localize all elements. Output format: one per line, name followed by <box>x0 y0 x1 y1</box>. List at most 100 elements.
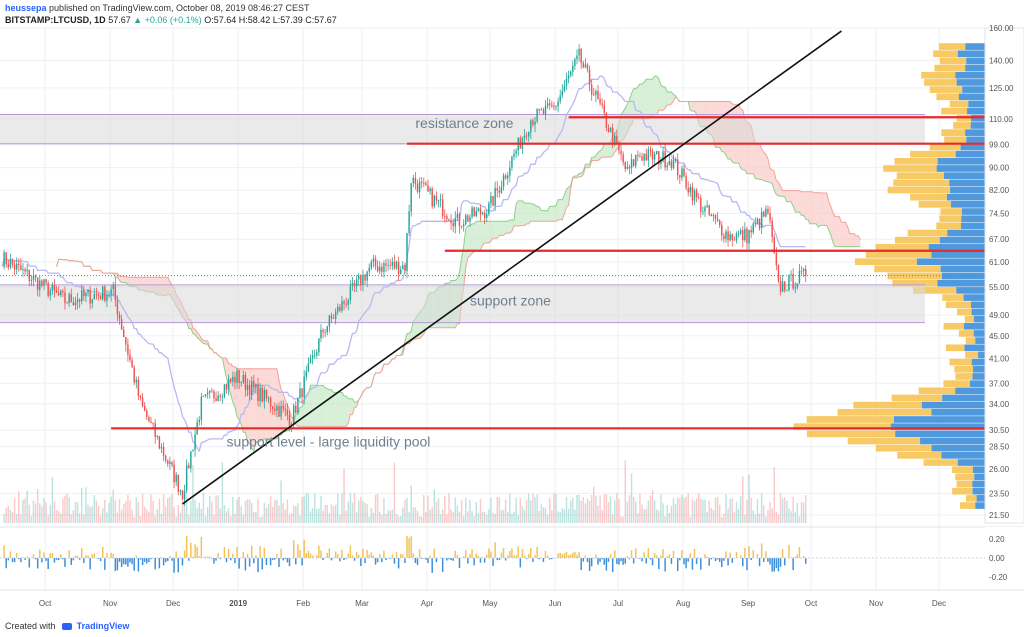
volume-bar <box>475 501 477 523</box>
volume-bar <box>179 512 182 523</box>
volume-bar <box>580 500 582 523</box>
oscillator-bar <box>567 555 570 558</box>
vp-row-sell <box>966 136 985 144</box>
candle-body <box>444 216 446 217</box>
volume-bar <box>660 494 662 523</box>
vp-row-buy <box>958 330 974 337</box>
volume-bar <box>465 497 467 523</box>
candle-body <box>679 175 681 178</box>
volume-bar <box>773 467 775 523</box>
candle-body <box>525 135 528 137</box>
oscillator-bar <box>389 558 391 559</box>
volume-bar <box>39 503 41 523</box>
candle-body <box>721 224 723 236</box>
oscillator-bar <box>643 552 645 558</box>
cloud-segment <box>828 201 831 236</box>
vp-row-buy <box>956 480 973 488</box>
price-chart[interactable]: 110.7799.3263.8830.7357.67 resistance zo… <box>0 0 1024 617</box>
oscillator-bar <box>727 558 729 566</box>
volume-bar <box>448 493 450 523</box>
volume-bar <box>444 495 446 523</box>
vp-row-buy <box>874 265 941 273</box>
vp-row-buy <box>883 165 937 172</box>
candle-body <box>257 384 259 402</box>
volume-bar <box>511 513 513 523</box>
candle-body <box>626 166 629 169</box>
vp-row-sell <box>966 57 985 65</box>
candle-body <box>374 258 377 267</box>
cloud-segment <box>503 221 506 236</box>
oscillator-bar <box>639 558 641 559</box>
vp-row-sell <box>963 294 985 301</box>
oscillator-bar <box>511 548 513 558</box>
oscillator-bar <box>246 553 249 558</box>
volume-bar <box>555 493 557 523</box>
candle-body <box>43 279 45 286</box>
oscillator-bar <box>169 555 171 558</box>
volume-bar <box>49 504 51 523</box>
cloud-segment <box>644 79 647 119</box>
candle-body <box>307 363 310 372</box>
volume-bar <box>800 501 803 523</box>
oscillator-bar <box>295 558 297 565</box>
volume-bar <box>647 500 650 523</box>
vp-row-buy <box>943 380 970 387</box>
candle-body <box>152 422 154 424</box>
oscillator-bar <box>790 557 792 558</box>
author-name[interactable]: heussepa <box>5 3 47 13</box>
trendline[interactable] <box>182 30 842 505</box>
candle-body <box>206 392 209 395</box>
candle-body <box>551 105 553 107</box>
candle-body <box>164 455 167 461</box>
tradingview-brand[interactable]: TradingView <box>76 621 130 631</box>
volume-bar <box>311 508 314 523</box>
volume-bar <box>454 497 457 523</box>
volume-bar <box>22 499 24 523</box>
cloud-segment <box>807 191 810 224</box>
volume-bar <box>603 494 606 523</box>
oscillator-bar <box>471 549 473 558</box>
candle-body <box>36 277 39 290</box>
candle-body <box>697 197 700 199</box>
volume-bar <box>110 496 112 523</box>
oscillator-bar <box>250 545 253 558</box>
volume-bar <box>595 495 597 523</box>
annotation-label: resistance zone <box>415 115 513 131</box>
oscillator-bar <box>349 545 352 558</box>
candle-body <box>448 219 450 221</box>
volume-bar <box>771 508 773 523</box>
oscillator-bar <box>143 558 146 562</box>
oscillator-bar <box>282 558 284 561</box>
volume-bar <box>729 498 731 523</box>
oscillator-bar <box>758 558 761 567</box>
vp-row-buy <box>907 229 948 237</box>
cloud-segment <box>757 143 760 180</box>
volume-bar <box>488 509 490 523</box>
volume-bar <box>318 508 320 523</box>
volume-bar <box>154 515 156 523</box>
candle-body <box>467 215 469 222</box>
oscillator-bar <box>716 558 719 560</box>
cloud-segment <box>205 340 208 345</box>
volume-bar <box>194 499 196 523</box>
vp-row-buy <box>918 201 951 208</box>
candle-body <box>135 379 138 383</box>
oscillator-bar <box>416 558 419 565</box>
y-tick-label: 125.00 <box>989 84 1014 93</box>
oscillator-bar <box>569 554 572 558</box>
candle-body <box>177 474 180 492</box>
volume-bar <box>523 509 526 523</box>
volume-bar <box>91 506 93 523</box>
oscillator-bar <box>230 558 232 561</box>
vp-row-sell <box>974 473 985 481</box>
y-tick-label: 74.50 <box>989 209 1010 218</box>
candle-body <box>53 285 56 291</box>
candle-body <box>586 64 589 70</box>
oscillator-bar <box>194 544 196 558</box>
candle-body <box>662 151 664 162</box>
volume-bar <box>397 516 400 523</box>
cloud-segment <box>130 277 133 287</box>
candle-body <box>91 299 93 304</box>
cloud-segment <box>587 164 590 168</box>
oscillator-bar <box>106 552 108 558</box>
